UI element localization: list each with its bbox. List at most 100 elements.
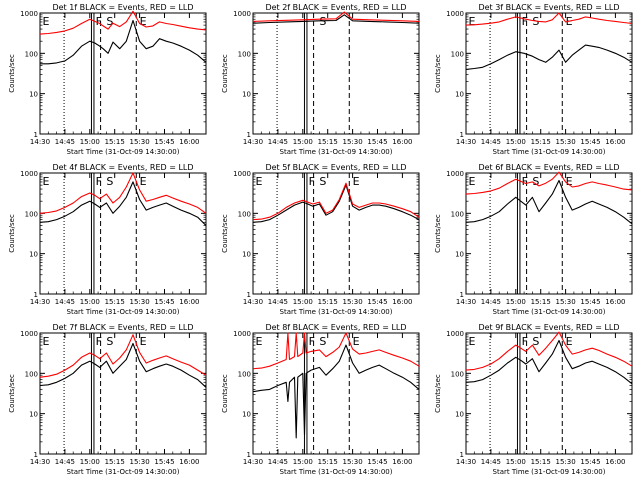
panel-title: Det 4f BLACK = Events, RED = LLD: [52, 163, 193, 172]
x-tick-label: 15:30: [343, 458, 363, 466]
x-tick-label: 14:30: [456, 298, 476, 306]
detector-panel-9: Det 9f BLACK = Events, RED = LLD 1 10 100 10…: [434, 323, 633, 476]
y-tick-label: 10: [455, 411, 464, 419]
x-tick-label: 15:00: [506, 458, 526, 466]
y-tick-label: 1: [34, 291, 38, 299]
x-tick-label: 14:30: [243, 298, 263, 306]
region-label: E: [42, 335, 49, 348]
x-tick-label: 15:30: [343, 138, 363, 146]
y-tick-label: 1: [247, 291, 251, 299]
region-label: E: [566, 335, 573, 348]
region-label: E: [468, 175, 475, 188]
x-tick-label: 15:15: [318, 458, 338, 466]
x-tick-label: 14:45: [481, 298, 501, 306]
x-tick-label: 14:45: [268, 298, 288, 306]
x-axis-label: Start Time (31-Oct-09 14:30:00): [280, 468, 393, 476]
region-label: S: [319, 15, 326, 28]
x-tick-label: 14:45: [55, 458, 75, 466]
x-axis-label: Start Time (31-Oct-09 14:30:00): [493, 308, 606, 316]
region-label: E: [566, 175, 573, 188]
series-line-lld: [465, 171, 633, 195]
y-axis-label: Counts/sec: [221, 54, 229, 93]
region-label: E: [42, 15, 49, 28]
x-axis-label: Start Time (31-Oct-09 14:30:00): [493, 148, 606, 156]
x-tick-label: 16:00: [392, 138, 412, 146]
x-tick-label: 15:30: [556, 458, 576, 466]
x-tick-label: 15:15: [318, 298, 338, 306]
y-tick-label: 10: [242, 411, 251, 419]
x-tick-label: 15:00: [293, 458, 313, 466]
y-tick-label: 1000: [446, 10, 464, 18]
x-tick-label: 16:00: [392, 458, 412, 466]
x-tick-label: 15:00: [506, 138, 526, 146]
x-axis-label: Start Time (31-Oct-09 14:30:00): [67, 468, 180, 476]
y-tick-label: 10: [29, 411, 38, 419]
y-tick-label: 10: [29, 91, 38, 99]
x-tick-label: 14:30: [30, 138, 50, 146]
region-label: S: [319, 175, 326, 188]
detector-panel-3: Det 3f BLACK = Events, RED = LLD 1 10 100 10…: [434, 3, 633, 156]
series-line-lld: [465, 12, 633, 26]
x-tick-label: 15:00: [293, 138, 313, 146]
detector-panel-4: Det 4f BLACK = Events, RED = LLD 1 10 100 10…: [8, 163, 207, 316]
y-tick-label: 10: [29, 251, 38, 259]
plot-frame: [39, 332, 207, 455]
x-tick-label: 15:00: [80, 458, 100, 466]
x-tick-label: 16:00: [179, 298, 199, 306]
x-tick-label: 15:45: [367, 458, 387, 466]
region-label: E: [468, 15, 475, 28]
x-tick-label: 14:30: [456, 138, 476, 146]
x-tick-label: 15:15: [531, 458, 551, 466]
plot-frame: [465, 12, 633, 135]
x-tick-label: 16:00: [605, 298, 625, 306]
region-label: E: [140, 15, 147, 28]
series-line-lld: [39, 10, 207, 35]
series-line-events: [39, 181, 207, 226]
region-label: E: [353, 175, 360, 188]
region-label: E: [255, 335, 262, 348]
series-line-events: [465, 339, 633, 385]
x-tick-label: 15:45: [580, 458, 600, 466]
x-tick-label: 16:00: [179, 458, 199, 466]
y-tick-label: 1: [460, 451, 464, 459]
x-tick-label: 15:00: [506, 298, 526, 306]
y-tick-label: 1000: [446, 330, 464, 338]
detector-panel-7: Det 7f BLACK = Events, RED = LLD 1 10 100 10…: [8, 323, 207, 476]
x-axis-label: Start Time (31-Oct-09 14:30:00): [280, 148, 393, 156]
y-tick-label: 1000: [233, 330, 251, 338]
x-tick-label: 14:45: [55, 138, 75, 146]
series-line-lld: [252, 182, 420, 221]
y-tick-label: 10: [455, 251, 464, 259]
series-line-events: [252, 344, 420, 439]
panel-title: Det 5f BLACK = Events, RED = LLD: [265, 163, 406, 172]
x-tick-label: 15:45: [367, 298, 387, 306]
y-axis-label: Counts/sec: [221, 374, 229, 413]
x-tick-label: 15:15: [105, 458, 125, 466]
x-tick-label: 14:30: [243, 138, 263, 146]
region-label: E: [353, 335, 360, 348]
x-tick-label: 15:00: [80, 298, 100, 306]
x-tick-label: 15:00: [80, 138, 100, 146]
x-tick-label: 14:30: [243, 458, 263, 466]
detector-panel-6: Det 6f BLACK = Events, RED = LLD 1 10 100 10…: [434, 163, 633, 316]
region-label: F: [309, 175, 315, 188]
region-label: E: [140, 175, 147, 188]
y-tick-label: 10: [242, 91, 251, 99]
y-tick-label: 10: [242, 251, 251, 259]
x-tick-label: 15:45: [154, 458, 174, 466]
y-axis-label: Counts/sec: [8, 214, 16, 253]
x-tick-label: 15:30: [130, 458, 150, 466]
y-tick-label: 100: [238, 210, 251, 218]
panel-title: Det 1f BLACK = Events, RED = LLD: [52, 3, 193, 12]
y-axis-label: Counts/sec: [434, 214, 442, 253]
series-line-events: [465, 44, 633, 70]
x-tick-label: 15:45: [367, 138, 387, 146]
y-tick-label: 100: [451, 370, 464, 378]
x-tick-label: 15:30: [556, 138, 576, 146]
y-tick-label: 100: [451, 50, 464, 58]
x-tick-label: 15:00: [293, 298, 313, 306]
y-tick-label: 1000: [446, 170, 464, 178]
x-tick-label: 15:30: [130, 298, 150, 306]
x-tick-label: 15:45: [580, 138, 600, 146]
